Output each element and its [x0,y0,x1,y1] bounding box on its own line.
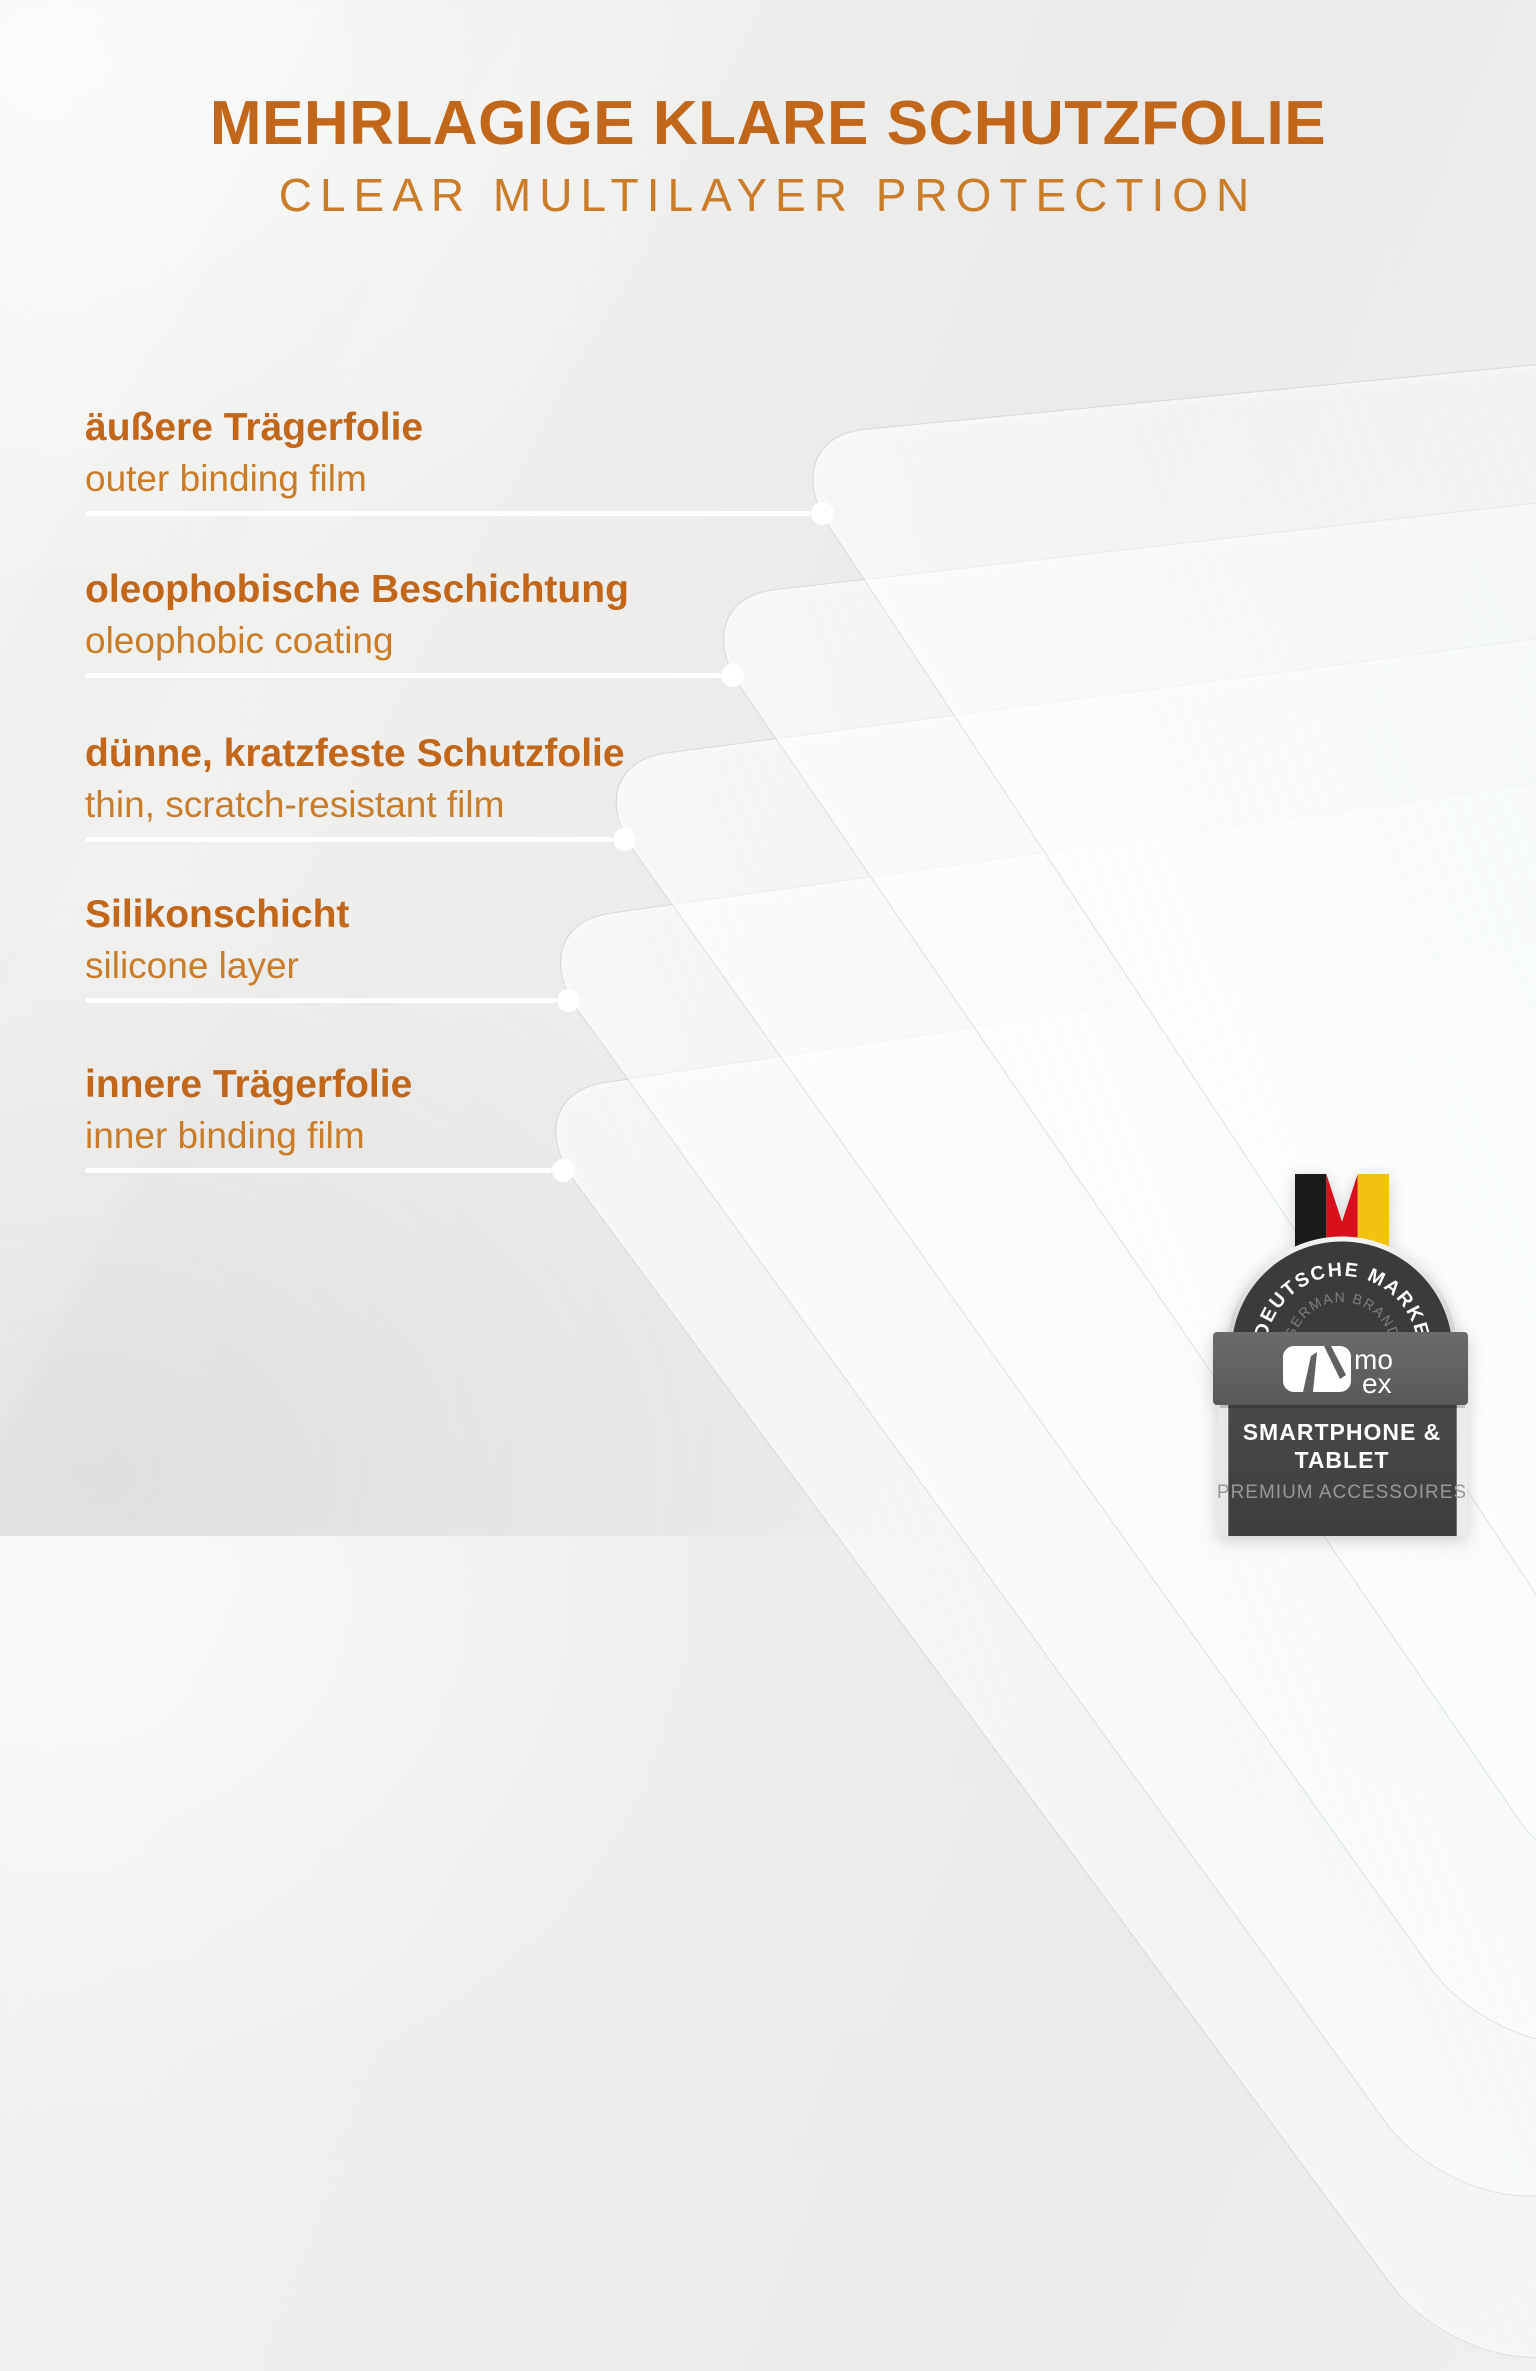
pointer-dot-1 [811,502,834,525]
layer-label-de-5: innere Trägerfolie [85,1063,413,1106]
layer-label-en-3: thin, scratch-resistant film [85,784,505,825]
layer-label-en-4: silicone layer [85,945,299,986]
badge-band-shadow [1220,1405,1465,1408]
badge-category-line2: TABLET [1294,1447,1389,1473]
pointer-dot-4 [557,989,580,1012]
page-title: MEHRLAGIGE KLARE SCHUTZFOLIE [209,89,1327,158]
pointer-dot-5 [552,1159,575,1182]
pointer-line-2 [85,673,721,678]
moex-logo-icon [1283,1346,1351,1392]
layer-label-de-4: Silikonschicht [85,893,350,936]
layer-label-de-2: oleophobische Beschichtung [85,568,629,611]
badge-category-line1: SMARTPHONE & [1243,1419,1442,1445]
moex-logo-text-line2: ex [1362,1368,1392,1399]
layer-label-en-1: outer binding film [85,458,367,499]
pointer-line-1 [85,511,811,516]
moex-logo-text-line1: mo [1354,1344,1393,1375]
layer-label-de-3: dünne, kratzfeste Schutzfolie [85,732,625,775]
badge-panel [1218,1391,1467,1543]
layer-label-de-1: äußere Trägerfolie [85,406,424,449]
page-subtitle: CLEAR MULTILAYER PROTECTION [278,169,1258,221]
layer-label-en-2: oleophobic coating [85,620,394,661]
pointer-dot-3 [613,828,636,851]
pointer-line-4 [85,998,557,1003]
pointer-dot-2 [721,664,744,687]
layer-label-en-5: inner binding film [85,1115,365,1156]
brand-badge: DEUTSCHE MARKE GERMAN BRAND mo ex SMARTP… [1150,1160,1536,1543]
pointer-line-3 [85,837,613,842]
badge-subtitle: PREMIUM ACCESSOIRES [1217,1482,1467,1503]
pointer-line-5 [85,1168,552,1173]
brand-badge-graphic: DEUTSCHE MARKE GERMAN BRAND mo ex SMARTP… [1213,1174,1468,1543]
